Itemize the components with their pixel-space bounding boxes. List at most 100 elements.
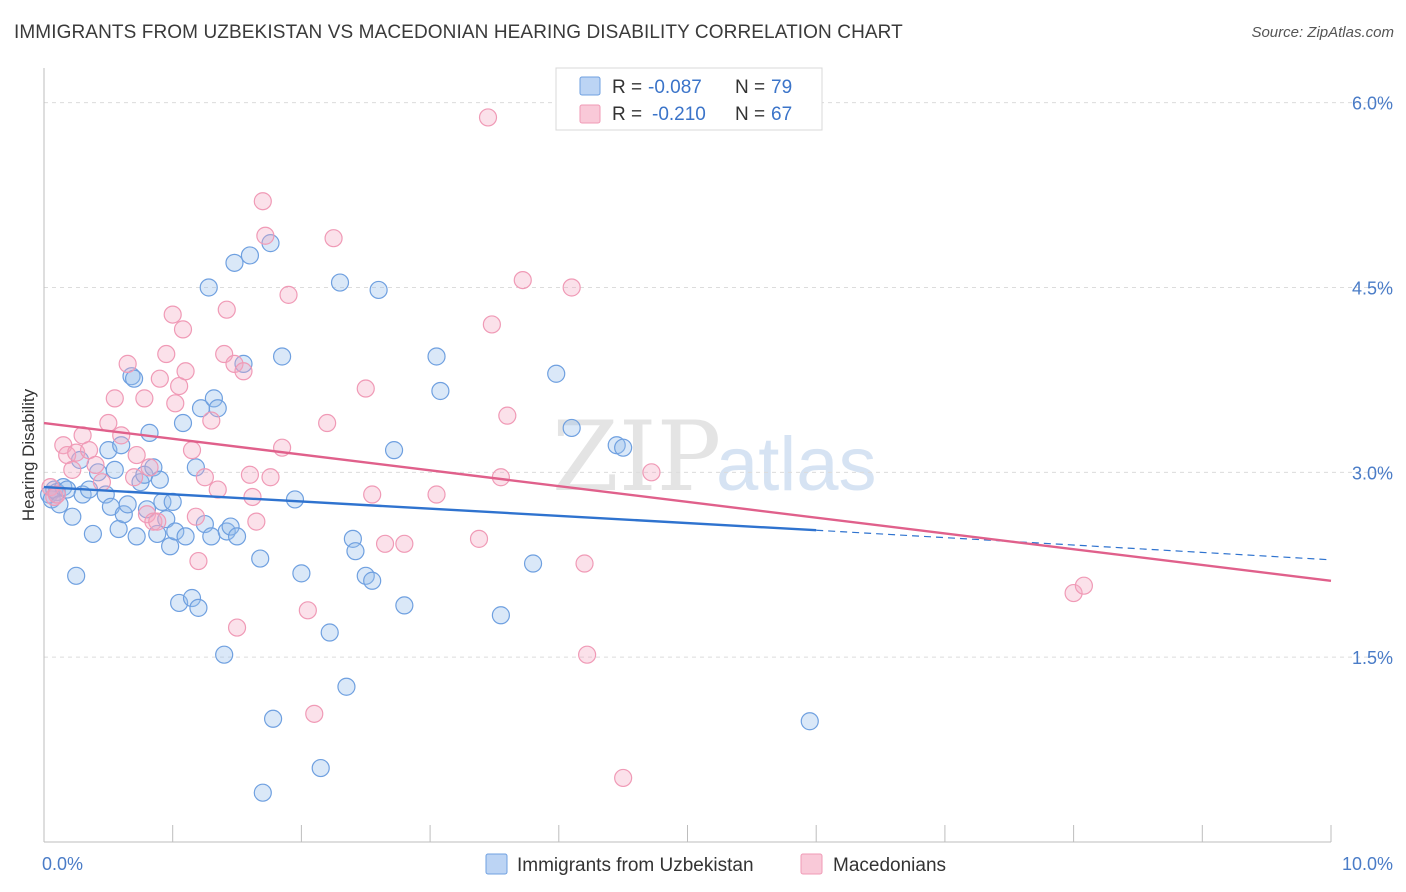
- data-point: [363, 485, 382, 504]
- data-point: [163, 305, 182, 324]
- stats-swatch-blue: [579, 76, 601, 96]
- data-point: [346, 542, 365, 561]
- data-point: [227, 618, 247, 637]
- data-point: [202, 527, 221, 546]
- data-point: [285, 490, 305, 509]
- data-point: [614, 768, 633, 788]
- data-point: [105, 460, 124, 479]
- stats-r-label-1: R =: [612, 77, 642, 98]
- chart-source: Source: ZipAtlas.com: [1251, 24, 1394, 41]
- data-point: [330, 273, 350, 292]
- data-point: [189, 551, 208, 571]
- data-point: [114, 505, 133, 524]
- data-point: [173, 320, 193, 339]
- data-point: [225, 253, 244, 272]
- data-point: [202, 411, 221, 430]
- data-point: [395, 596, 414, 615]
- data-point: [562, 278, 581, 297]
- data-point: [384, 441, 404, 460]
- trend-line-macedonians: [43, 421, 1332, 582]
- data-point: [140, 458, 159, 477]
- data-point: [204, 389, 223, 408]
- data-point: [253, 192, 272, 211]
- data-point: [150, 470, 169, 489]
- data-point: [186, 507, 205, 526]
- chart-title: IMMIGRANTS FROM UZBEKISTAN VS MACEDONIAN…: [14, 22, 903, 43]
- data-point: [166, 522, 185, 541]
- data-point: [195, 468, 214, 487]
- x-tick-label-min: 0.0%: [42, 854, 83, 874]
- stats-box: R = -0.087 N = 79 R = -0.210 N = 67: [555, 67, 823, 131]
- data-point: [800, 712, 819, 731]
- data-point: [118, 495, 137, 514]
- stats-n-value-2: 67: [771, 104, 792, 125]
- data-point: [431, 381, 450, 401]
- data-point: [356, 379, 375, 398]
- data-point: [92, 473, 112, 492]
- data-point: [118, 354, 137, 373]
- data-point: [112, 436, 131, 455]
- data-point: [578, 645, 597, 664]
- data-point: [305, 704, 324, 723]
- data-point: [208, 480, 227, 499]
- data-point: [469, 529, 489, 548]
- data-point: [163, 492, 182, 511]
- data-point: [112, 426, 131, 445]
- data-point: [234, 362, 253, 381]
- data-point: [199, 278, 218, 297]
- data-point: [166, 394, 185, 413]
- data-point: [513, 270, 532, 290]
- data-point: [240, 246, 260, 265]
- data-point: [247, 512, 266, 531]
- y-axis-label: Hearing Disability: [19, 388, 38, 521]
- data-point: [253, 783, 272, 802]
- data-point: [324, 229, 343, 248]
- data-point: [182, 441, 202, 460]
- data-point: [221, 517, 240, 536]
- data-point: [67, 566, 86, 585]
- data-point: [482, 315, 501, 334]
- data-point: [256, 226, 275, 245]
- data-point: [272, 347, 292, 366]
- trend-line-uzbekistan: [43, 485, 817, 532]
- trend-line-uzbekistan-extension: [816, 529, 1332, 561]
- data-point: [215, 645, 234, 664]
- y-tick-label: 1.5%: [1352, 648, 1393, 668]
- y-tick-label: 6.0%: [1352, 94, 1393, 114]
- stats-n-label-2: N =: [735, 104, 765, 125]
- data-point: [176, 527, 195, 546]
- data-point: [642, 463, 661, 482]
- data-point: [263, 709, 283, 728]
- data-point: [1064, 583, 1083, 603]
- data-point: [575, 554, 594, 573]
- legend-swatch-uzbekistan: [485, 853, 508, 875]
- data-point: [137, 505, 157, 524]
- x-tick-label-max: 10.0%: [1342, 854, 1393, 874]
- data-point: [135, 389, 154, 408]
- data-point: [227, 527, 247, 546]
- trend-lines: [43, 421, 1332, 582]
- data-point: [369, 280, 388, 300]
- stats-r-label-2: R =: [612, 104, 642, 125]
- data-point: [217, 300, 236, 319]
- data-point: [318, 413, 337, 433]
- data-point: [395, 534, 414, 553]
- data-point: [127, 527, 146, 546]
- data-point: [105, 389, 124, 408]
- data-point: [261, 468, 280, 487]
- legend: Immigrants from Uzbekistan Macedonians: [485, 853, 946, 876]
- data-point: [86, 455, 105, 475]
- data-point: [363, 571, 382, 590]
- data-point: [547, 364, 566, 383]
- data-point: [182, 588, 202, 608]
- data-point: [498, 406, 517, 425]
- legend-swatch-macedonians: [800, 853, 823, 875]
- data-point: [148, 512, 167, 531]
- data-point: [298, 601, 317, 620]
- data-point: [279, 285, 298, 304]
- data-point: [124, 468, 144, 487]
- data-point: [173, 413, 193, 433]
- data-point: [83, 524, 103, 544]
- data-point: [491, 606, 510, 625]
